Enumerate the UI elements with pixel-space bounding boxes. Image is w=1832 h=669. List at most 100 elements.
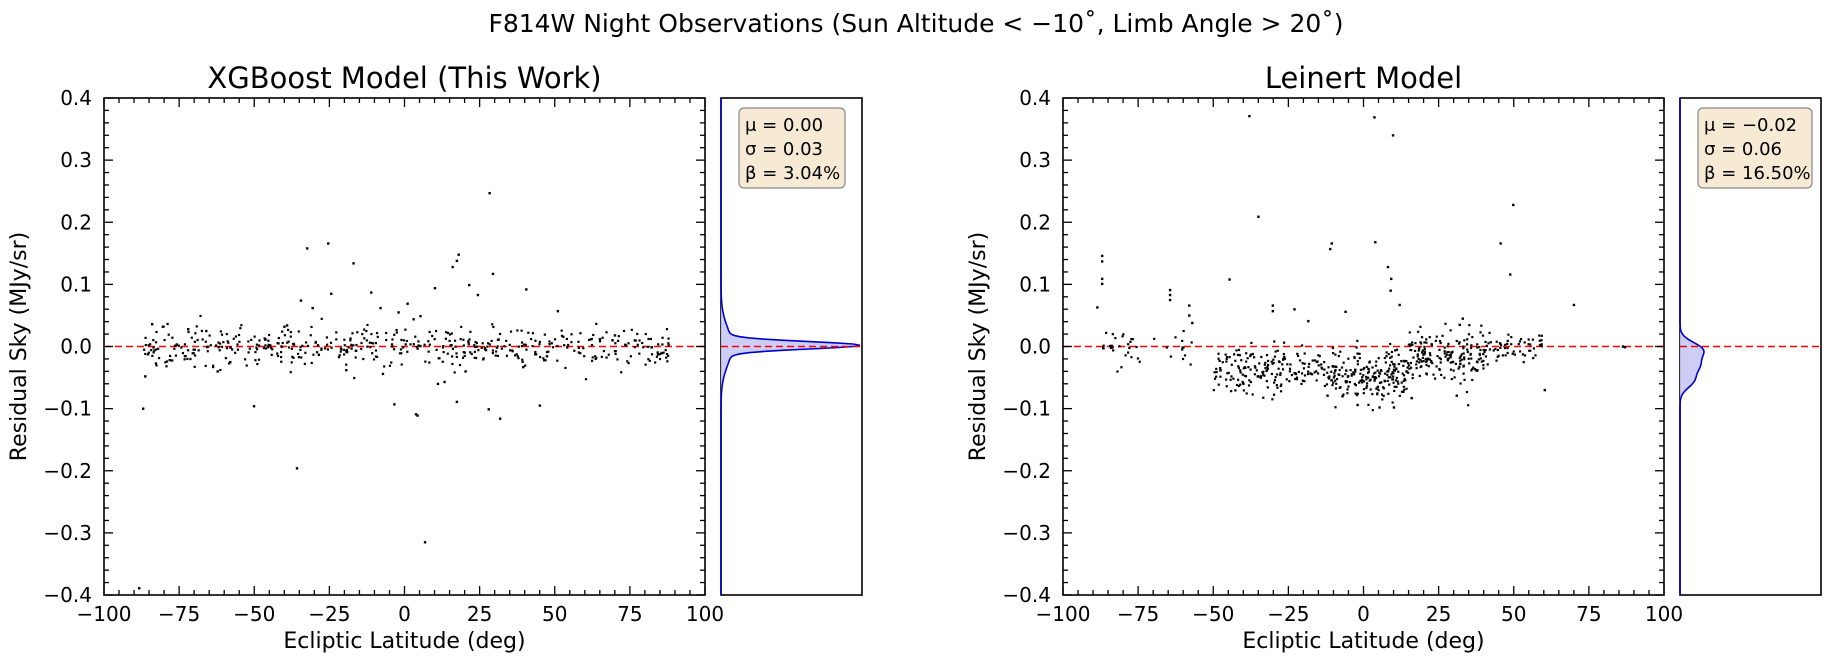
data-point — [349, 337, 352, 340]
data-point — [658, 357, 662, 361]
data-point — [1449, 329, 1452, 332]
data-point — [453, 371, 456, 374]
data-point — [1271, 398, 1274, 401]
data-point — [1457, 367, 1460, 370]
data-point — [192, 348, 195, 351]
data-point — [264, 344, 267, 347]
data-point — [1458, 323, 1461, 327]
data-point — [1230, 363, 1233, 366]
data-point — [1391, 134, 1395, 137]
data-point — [490, 339, 493, 343]
data-point — [1356, 403, 1359, 407]
data-point — [363, 337, 366, 340]
data-point — [1462, 345, 1465, 348]
data-point — [665, 356, 668, 359]
data-point — [624, 344, 628, 347]
data-point — [250, 338, 253, 342]
data-point — [147, 351, 150, 354]
data-point — [1236, 378, 1240, 381]
data-point — [173, 344, 177, 347]
data-point — [1301, 362, 1304, 365]
data-point — [496, 338, 500, 341]
data-point — [1425, 373, 1428, 376]
data-point — [1420, 360, 1423, 363]
data-point — [451, 362, 454, 366]
data-point — [520, 344, 524, 348]
data-point — [1288, 367, 1292, 370]
data-point — [1334, 379, 1337, 382]
data-point — [661, 352, 664, 355]
data-point — [320, 317, 323, 320]
data-point — [1331, 346, 1334, 350]
data-point — [1390, 373, 1393, 376]
stats-box — [738, 107, 846, 189]
data-point — [579, 332, 582, 335]
data-point — [414, 413, 418, 416]
data-point — [204, 364, 207, 368]
data-point — [1276, 386, 1279, 389]
data-point — [659, 353, 662, 356]
data-point — [309, 334, 312, 337]
data-point — [1419, 325, 1422, 328]
data-point — [538, 340, 541, 344]
data-point — [352, 262, 355, 265]
data-point — [1455, 339, 1458, 343]
data-point — [1407, 364, 1411, 367]
data-point — [253, 335, 256, 338]
data-point — [391, 345, 394, 348]
data-point — [393, 403, 396, 406]
data-point — [264, 347, 268, 350]
data-point — [1389, 364, 1392, 367]
data-point — [1392, 363, 1395, 366]
data-point — [614, 349, 617, 353]
data-point — [661, 336, 664, 339]
data-point — [419, 314, 422, 318]
data-point — [447, 331, 450, 335]
data-point — [351, 332, 354, 335]
data-point — [594, 357, 597, 361]
data-point — [1273, 381, 1276, 384]
data-point — [1241, 380, 1244, 384]
data-point — [1300, 372, 1304, 375]
data-point — [1415, 360, 1418, 363]
scatter-points — [138, 191, 670, 590]
data-point — [1313, 359, 1317, 362]
data-point — [1323, 384, 1327, 388]
data-point — [1429, 354, 1432, 357]
data-point — [292, 342, 295, 345]
data-point — [570, 341, 573, 344]
data-point — [1469, 346, 1473, 350]
data-point — [1523, 354, 1527, 357]
data-point — [315, 351, 319, 354]
data-point — [1332, 351, 1335, 355]
data-point — [299, 299, 303, 302]
data-point — [1417, 349, 1420, 352]
data-point — [1272, 361, 1275, 364]
data-point — [1355, 346, 1358, 349]
data-point — [1191, 321, 1194, 325]
data-point — [441, 346, 445, 349]
data-point — [257, 358, 261, 361]
data-point — [1538, 334, 1541, 337]
data-point — [1354, 384, 1358, 387]
data-point — [1403, 360, 1406, 363]
data-point — [330, 292, 333, 295]
data-point — [424, 360, 427, 363]
data-point — [144, 336, 147, 340]
data-point — [1453, 376, 1456, 379]
data-point — [1344, 310, 1347, 314]
data-point — [1174, 336, 1177, 339]
data-point — [1458, 365, 1461, 368]
data-point — [1358, 352, 1361, 355]
y-tick-label: 0.4 — [1019, 86, 1051, 110]
data-point — [1388, 367, 1391, 370]
data-point — [276, 354, 280, 358]
data-point — [1288, 380, 1291, 383]
data-point — [1100, 254, 1104, 258]
data-point — [535, 353, 538, 356]
data-point — [1344, 381, 1348, 384]
data-point — [1371, 375, 1374, 379]
data-point — [644, 332, 647, 336]
data-point — [256, 348, 259, 351]
